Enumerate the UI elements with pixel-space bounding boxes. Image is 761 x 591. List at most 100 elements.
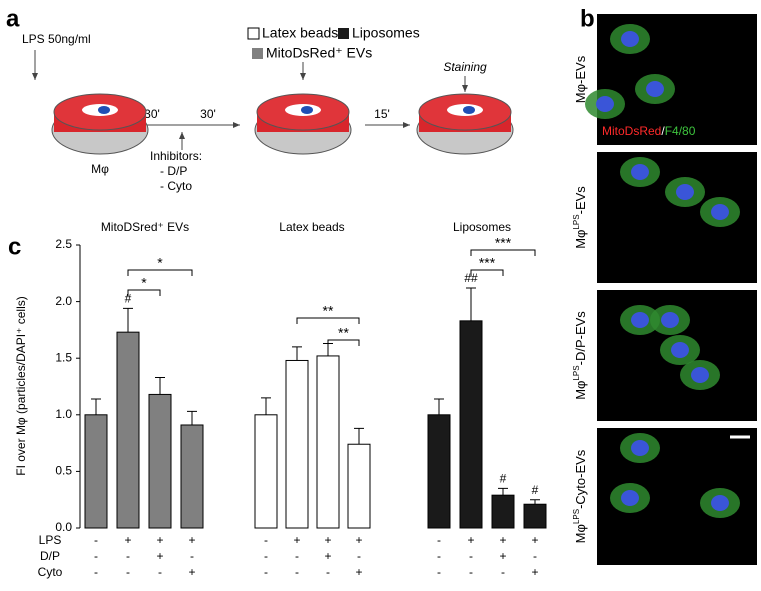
legend-swatch [247, 27, 260, 40]
nucleus [671, 342, 689, 358]
treatment-sign: - [469, 549, 473, 563]
group-title: Latex beads [279, 220, 344, 234]
bracket [327, 339, 360, 346]
bar [491, 494, 515, 529]
nucleus [711, 204, 729, 220]
treatment-sign: - [437, 549, 441, 563]
error-bar [155, 376, 165, 395]
lps-label: LPS 50ng/ml [22, 32, 91, 46]
nucleus [621, 31, 639, 47]
error-bar [434, 398, 444, 415]
bar [148, 393, 172, 529]
bar [254, 414, 278, 529]
nucleus [463, 106, 475, 114]
nucleus [661, 312, 679, 328]
error-bar [354, 427, 364, 445]
stain-part: / [661, 124, 665, 138]
y-axis-label: FI over Mφ (particles/DAPI⁺ cells) [14, 296, 28, 475]
treatment-sign: + [188, 533, 195, 547]
y-tick-label: 0.0 [55, 520, 72, 534]
bracket [296, 317, 360, 324]
treatment-sign: - [190, 549, 194, 563]
sig-mark: # [532, 483, 539, 497]
bar [523, 503, 547, 529]
label-part: -EVs [573, 55, 588, 84]
bracket [470, 269, 504, 276]
treatment-sign: - [94, 549, 98, 563]
treatment-sign: - [295, 565, 299, 579]
bracket [470, 249, 536, 256]
error-bar [261, 397, 271, 415]
nucleus [631, 164, 649, 180]
y-tick-label: 1.0 [55, 407, 72, 421]
label-part: Mφ [573, 84, 588, 103]
time: 30' [144, 107, 160, 121]
stain-part: MitoDsRed [602, 124, 661, 138]
treatment-sign: + [156, 533, 163, 547]
label-part: -EVs [573, 186, 588, 215]
error-bar [466, 287, 476, 321]
nucleus [676, 184, 694, 200]
group-title: Liposomes [453, 220, 511, 234]
sig-mark: # [500, 472, 507, 486]
legend: MitoDsRed⁺ EVs [266, 45, 372, 61]
label-part: -D/P-EVs [573, 311, 588, 366]
label-part: Mφ [573, 524, 588, 543]
y-tick-label: 2.5 [55, 237, 72, 251]
treatment-sign: + [324, 533, 331, 547]
time: 15' [374, 107, 390, 121]
legend: Liposomes [352, 25, 420, 41]
legend-swatch [252, 48, 263, 59]
treatment-sign: - [264, 549, 268, 563]
treatment-sign: + [188, 565, 195, 579]
panel-label: b [580, 5, 595, 32]
legend: Latex beads [262, 25, 338, 41]
treatment-sign: + [499, 533, 506, 547]
treatment-sign: - [264, 533, 268, 547]
treatment-sign: - [533, 549, 537, 563]
treatment-sign: - [295, 549, 299, 563]
treatment-sign: - [126, 565, 130, 579]
treatment-sign: + [324, 549, 331, 563]
stain-part: F4/80 [665, 124, 696, 138]
sig-mark: ## [464, 271, 478, 285]
inhibitors: Inhibitors: [150, 149, 202, 163]
panel-label: a [6, 5, 20, 32]
label-sup: LPS [572, 509, 581, 524]
stain-label: MitoDsRed/F4/80 [602, 124, 696, 138]
nucleus [301, 106, 313, 114]
image-label: MφLPS-Cyto-EVs [572, 449, 588, 543]
nucleus [711, 495, 729, 511]
bracket [127, 269, 193, 276]
treatment-sign: - [264, 565, 268, 579]
bar [316, 355, 340, 529]
bar [180, 424, 204, 529]
treatment-label: Cyto [38, 565, 63, 579]
sig-label: ** [338, 325, 349, 341]
error-bar [530, 499, 540, 505]
inhibitors: - Cyto [160, 179, 192, 193]
label-sup: LPS [572, 214, 581, 229]
treatment-sign: - [357, 549, 361, 563]
bar [116, 331, 140, 529]
sig-label: * [141, 275, 147, 291]
nucleus [596, 96, 614, 112]
legend-swatch [338, 28, 349, 39]
treatment-sign: - [437, 533, 441, 547]
nucleus [691, 367, 709, 383]
group-title: MitoDSred⁺ EVs [101, 220, 189, 234]
staining: Staining [443, 60, 487, 74]
error-bar [91, 398, 101, 415]
treatment-sign: - [94, 533, 98, 547]
image-label: Mφ-EVs [573, 55, 588, 103]
treatment-sign: - [94, 565, 98, 579]
label-part: Mφ [573, 230, 588, 249]
treatment-sign: - [158, 565, 162, 579]
y-tick-label: 2.0 [55, 294, 72, 308]
treatment-sign: - [469, 565, 473, 579]
error-bar [498, 487, 508, 496]
label-sup: LPS [572, 365, 581, 380]
treatment-sign: + [156, 549, 163, 563]
treatment-sign: + [355, 533, 362, 547]
treatment-sign: - [126, 549, 130, 563]
